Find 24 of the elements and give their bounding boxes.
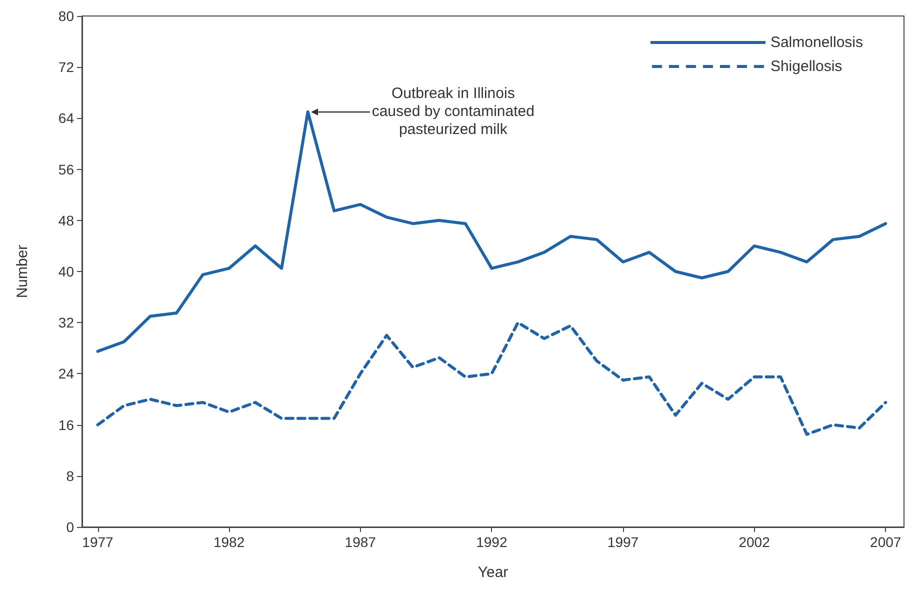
x-tick-label: 2002 [738,534,770,550]
line-series [96,321,888,436]
x-tick-label: 1982 [213,534,245,550]
x-tick-label: 1992 [476,534,508,550]
y-tick-label: 24 [58,366,74,382]
y-tick-label: 64 [58,110,74,126]
x-tick-label: 1987 [344,534,376,550]
y-tick-label: 56 [58,161,74,178]
y-tick-label: 72 [58,59,74,76]
legend-label: Salmonellosis [770,34,864,51]
y-tick-label: 80 [58,8,74,24]
x-tick-label: 2007 [870,534,902,550]
y-axis-title: Number [14,244,31,298]
y-tick-label: 32 [58,314,74,331]
y-tick-label: 0 [66,519,74,535]
annotation: Outbreak in Illinois caused by contaminated pasteurized milk [372,84,534,139]
y-tick-label: 16 [58,416,74,433]
legend-label: Shigellosis [770,58,842,75]
y-tick-label: 8 [66,468,74,484]
y-tick-label: 48 [58,212,74,228]
x-tick-label: 1997 [607,534,639,550]
x-axis-title: Year [478,564,508,581]
y-tick-label: 40 [58,264,74,280]
x-tick-label: 1977 [82,534,114,550]
